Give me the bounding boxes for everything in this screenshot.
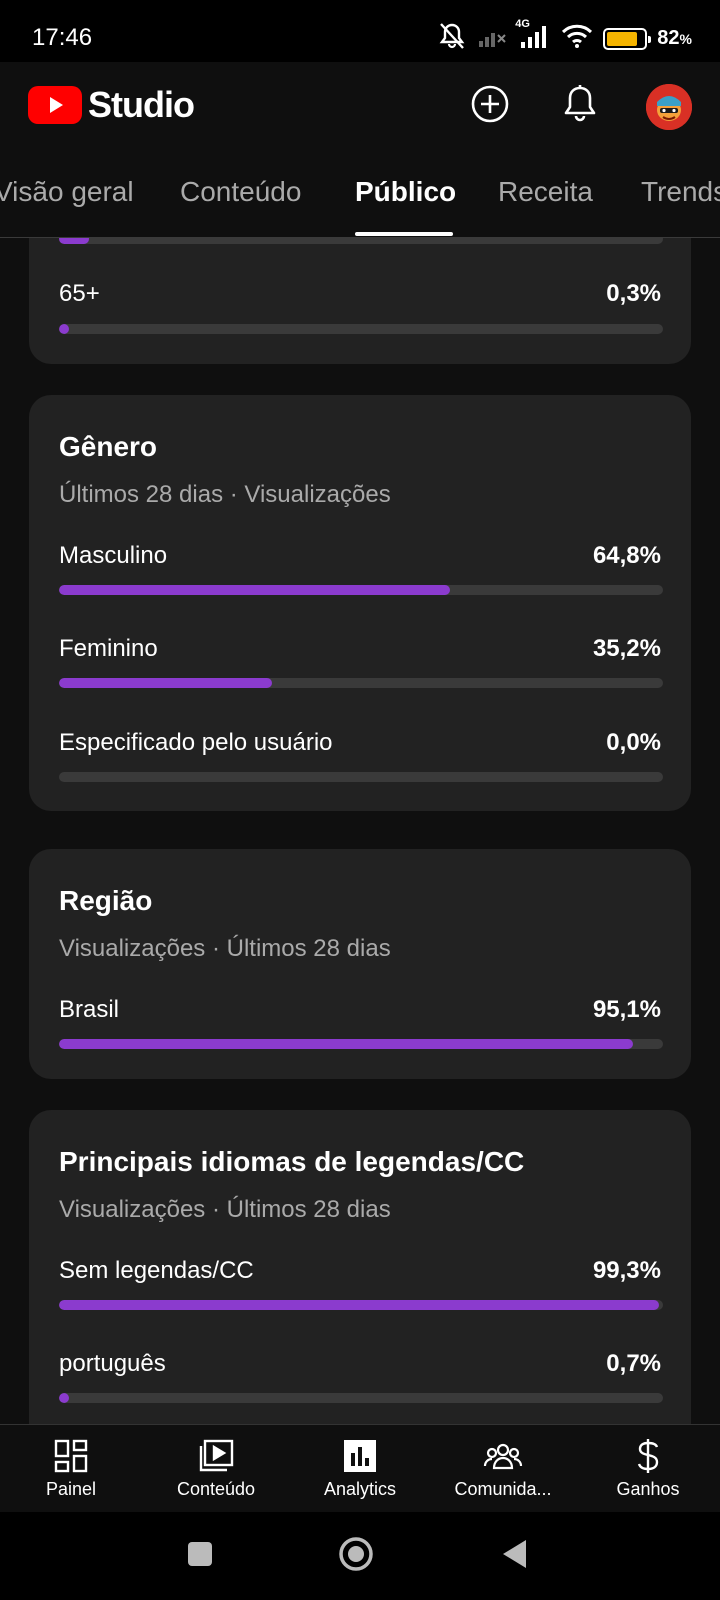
age-row-label: 65+	[59, 280, 100, 307]
gender-row-value: 64,8%	[592, 542, 661, 569]
nav-earn[interactable]: Ganhos	[578, 1437, 718, 1500]
region-card-subtitle: Visualizações · Últimos 28 dias	[59, 935, 391, 962]
gender-progress-bar	[59, 772, 663, 782]
recents-button[interactable]	[182, 1538, 218, 1574]
dashboard-icon	[1, 1437, 141, 1475]
progress-fill	[59, 1300, 659, 1310]
youtube-logo-icon	[28, 86, 82, 124]
dollar-icon	[578, 1437, 718, 1475]
captions-row-value: 0,7%	[606, 1350, 661, 1377]
nav-analytics[interactable]: Analytics	[290, 1437, 430, 1500]
age-progress-bar	[59, 324, 663, 334]
app-header: Studio	[0, 62, 720, 152]
progress-fill	[59, 1039, 634, 1049]
create-plus-icon	[470, 84, 510, 129]
status-bar: 17:46 4G 82%	[0, 0, 720, 62]
analytics-icon	[290, 1437, 430, 1475]
battery-percent-value: 82	[657, 27, 680, 49]
recents-icon	[187, 1541, 213, 1572]
nav-community[interactable]: Comunida...	[433, 1437, 573, 1500]
network-type: 4G	[515, 18, 530, 30]
progress-fill	[59, 324, 69, 334]
nav-dashboard[interactable]: Painel	[1, 1437, 141, 1500]
gender-row-label: Feminino	[59, 635, 158, 662]
studio-logo[interactable]: Studio	[28, 84, 195, 126]
mute-bell-icon	[437, 22, 467, 55]
back-button[interactable]	[496, 1538, 532, 1574]
home-icon	[338, 1536, 374, 1577]
captions-row-label: Sem legendas/CC	[59, 1257, 254, 1284]
captions-card: Principais idiomas de legendas/CC Visual…	[29, 1110, 691, 1424]
status-time: 17:46	[32, 24, 93, 51]
home-button[interactable]	[338, 1536, 374, 1577]
battery-icon	[603, 27, 652, 50]
bell-icon	[562, 84, 598, 129]
captions-row-value: 99,3%	[592, 1257, 661, 1284]
age-row-value: 0,3%	[606, 280, 661, 307]
gender-row-label: Masculino	[59, 542, 168, 569]
region-row-value: 95,1%	[592, 996, 661, 1023]
create-button[interactable]	[468, 84, 512, 128]
gender-progress-bar	[59, 585, 663, 595]
tab-bar: Visão geral Conteúdo Público Receita Tre…	[0, 152, 720, 238]
gender-card: Gênero Últimos 28 dias · Visualizações M…	[29, 395, 691, 811]
captions-progress-bar	[59, 1300, 663, 1310]
gender-row-value: 35,2%	[592, 635, 661, 662]
gender-card-title: Gênero	[59, 431, 158, 462]
battery-percent-unit: %	[679, 31, 692, 47]
nav-content[interactable]: Conteúdo	[146, 1437, 286, 1500]
region-row-label: Brasil	[59, 996, 120, 1023]
nav-label: Analytics	[323, 1479, 397, 1499]
back-icon	[500, 1538, 528, 1575]
region-card: Região Visualizações · Últimos 28 dias B…	[29, 849, 691, 1079]
system-nav-bar	[0, 1512, 720, 1600]
region-progress-bar	[59, 1039, 663, 1049]
active-tab-indicator	[355, 232, 453, 236]
signal-weak-icon	[477, 25, 507, 52]
captions-card-subtitle: Visualizações · Últimos 28 dias	[59, 1196, 391, 1223]
captions-card-title: Principais idiomas de legendas/CC	[59, 1146, 525, 1177]
nav-label: Ganhos	[616, 1479, 680, 1499]
logo-text: Studio	[88, 84, 195, 125]
content-icon	[146, 1437, 286, 1475]
community-icon	[433, 1437, 573, 1475]
tab-audience[interactable]: Público	[355, 176, 457, 207]
nav-label: Painel	[45, 1479, 97, 1499]
nav-label: Conteúdo	[176, 1479, 256, 1499]
gender-row-value: 0,0%	[606, 729, 661, 756]
avatar[interactable]	[646, 84, 692, 130]
battery-level	[607, 31, 637, 46]
captions-progress-bar	[59, 1393, 663, 1403]
nav-label: Comunida...	[454, 1479, 552, 1499]
signal-4g-icon: 4G	[515, 18, 551, 53]
age-card: 65+ 0,3%	[29, 238, 691, 364]
gender-row-label: Especificado pelo usuário	[59, 729, 333, 756]
age-progress-prev	[59, 238, 663, 244]
gender-progress-bar	[59, 678, 663, 688]
tab-trends[interactable]: Trends	[641, 176, 720, 207]
region-card-title: Região	[59, 885, 153, 916]
audience-content[interactable]: 65+ 0,3% Gênero Últimos 28 dias · Visual…	[0, 238, 720, 1424]
captions-row-label: português	[59, 1350, 166, 1377]
status-icons: 4G 82%	[437, 18, 692, 55]
progress-fill	[59, 1393, 69, 1403]
progress-fill	[59, 585, 451, 595]
progress-fill	[59, 678, 272, 688]
tab-content[interactable]: Conteúdo	[180, 176, 302, 207]
wifi-icon	[561, 24, 593, 53]
notifications-button[interactable]	[558, 84, 602, 128]
gender-card-subtitle: Últimos 28 dias · Visualizações	[59, 481, 391, 508]
tab-revenue[interactable]: Receita	[498, 176, 593, 207]
battery-percent: 82%	[657, 27, 692, 50]
tab-overview[interactable]: Visão geral	[0, 176, 134, 207]
bottom-nav: Painel Conteúdo Analytics Comunida... Ga…	[0, 1424, 720, 1512]
